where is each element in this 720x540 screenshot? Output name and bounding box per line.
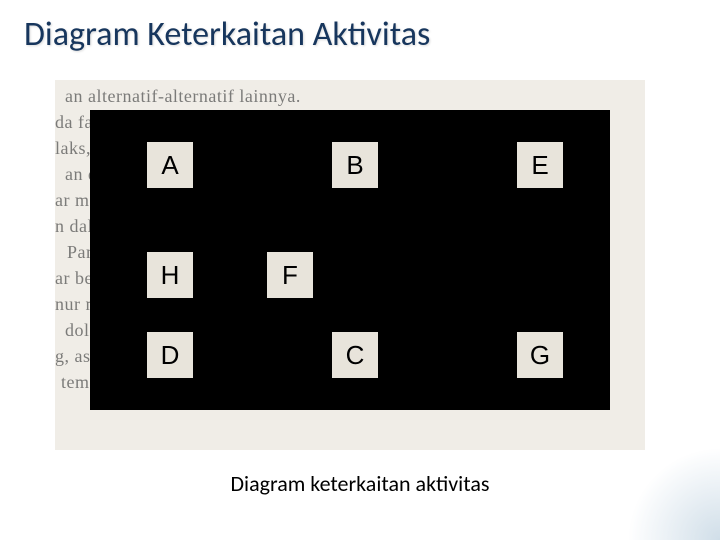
page-title: Diagram Keterkaitan Aktivitas [24,14,430,55]
node-d: D [145,330,195,380]
activity-relationship-diagram: an alternatif-alternatif lainnya. da fak… [55,80,645,450]
node-h: H [145,250,195,300]
diagram-edges [55,80,645,450]
node-f: F [265,250,315,300]
node-b: B [330,140,380,190]
figure-caption: Diagram keterkaitan aktivitas [0,470,720,497]
node-a: A [145,140,195,190]
node-g: G [515,330,565,380]
node-c: C [330,330,380,380]
node-e: E [515,140,565,190]
